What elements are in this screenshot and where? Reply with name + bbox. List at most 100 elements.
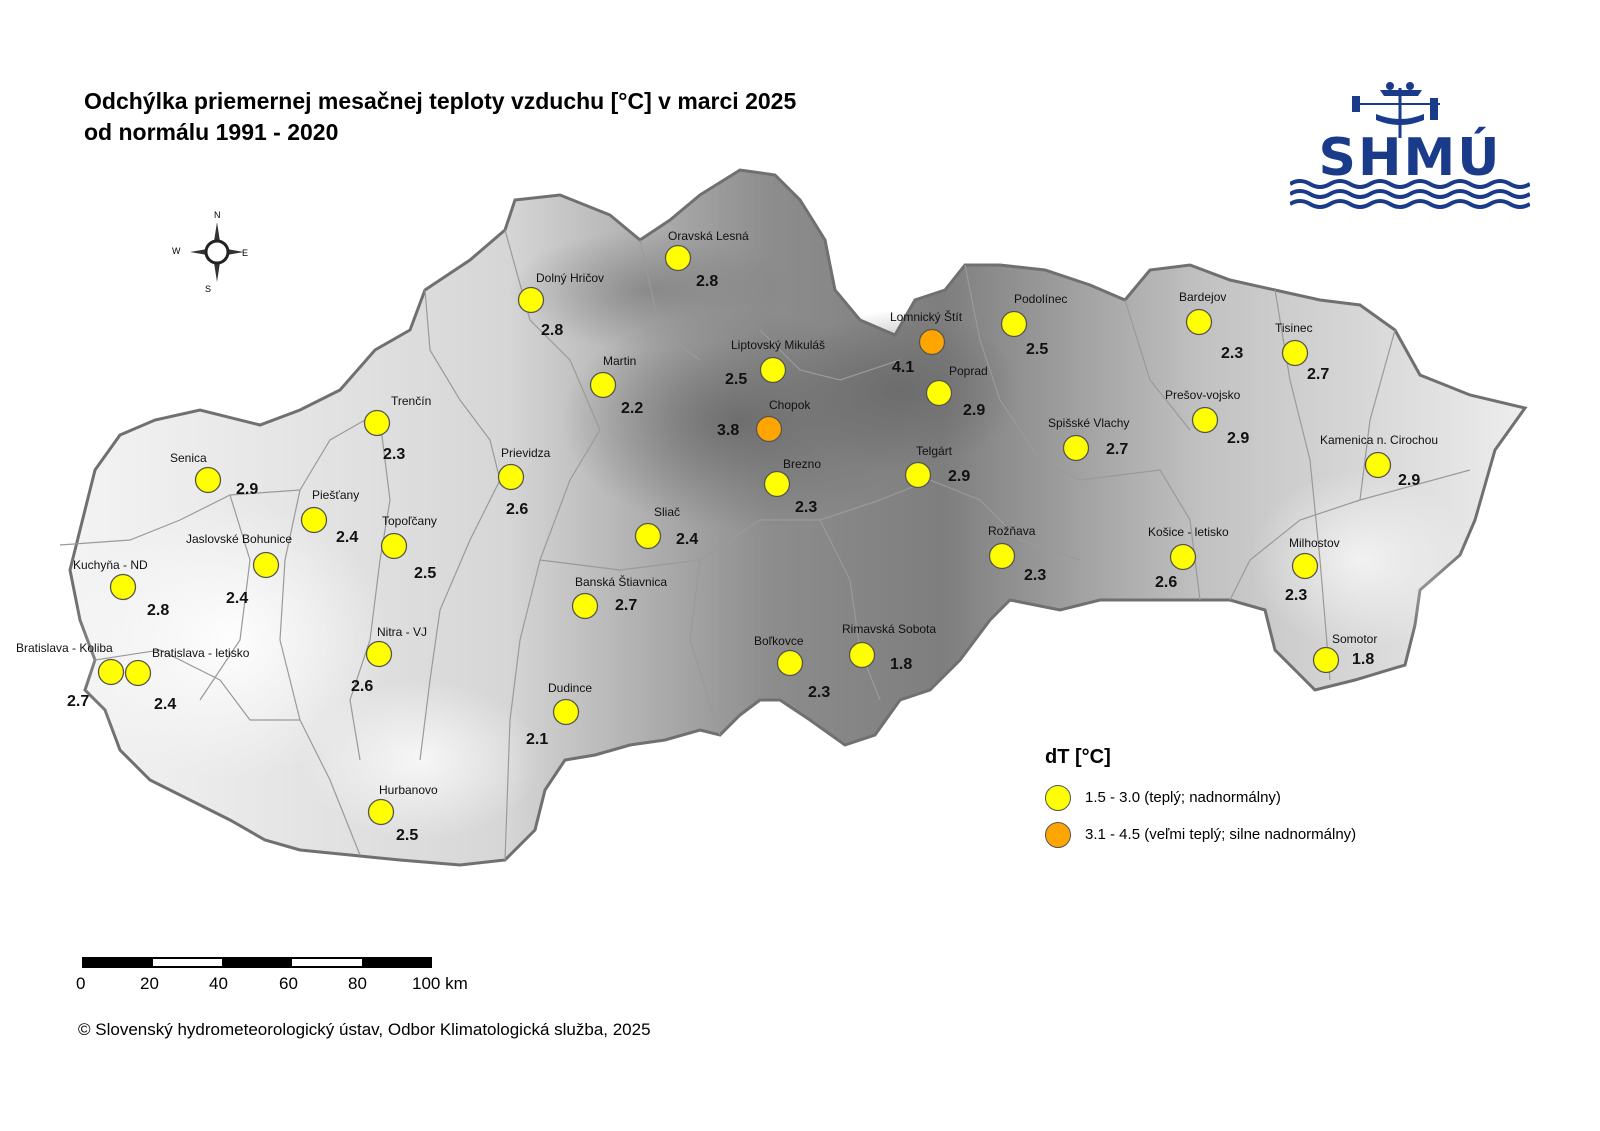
station-marker	[552, 698, 580, 726]
station-name: Tisinec	[1275, 321, 1313, 335]
legend-item: 1.5 - 3.0 (teplý; nadnormálny)	[1045, 779, 1356, 816]
station-value: 2.4	[336, 529, 358, 546]
station: Poprad 2.9	[925, 364, 988, 419]
station-marker	[124, 659, 152, 687]
station-marker	[194, 466, 222, 494]
station: Somotor 1.8	[1312, 632, 1377, 674]
station: Kamenica n. Cirochou 2.9	[1320, 433, 1438, 489]
station-value: 2.8	[147, 602, 169, 619]
station-marker	[497, 463, 525, 491]
station-name: Spišské Vlachy	[1048, 416, 1129, 430]
station-value: 2.3	[1024, 567, 1046, 584]
station-value: 2.7	[615, 597, 637, 614]
station-marker	[759, 356, 787, 384]
station-name: Rimavská Sobota	[842, 622, 936, 636]
station-name: Prešov-vojsko	[1165, 388, 1241, 402]
station-marker	[1364, 451, 1392, 479]
station-name: Piešťany	[312, 488, 359, 502]
station-marker	[755, 415, 783, 443]
legend-swatch-warm	[1045, 784, 1071, 811]
slovakia-country-shape	[68, 168, 1528, 867]
station-name: Dolný Hričov	[536, 271, 604, 285]
station-marker	[1281, 339, 1309, 367]
station-marker	[918, 328, 946, 356]
map-title: Odchýlka priemernej mesačnej teploty vzd…	[84, 86, 796, 148]
station: Jaslovské Bohunice 2.4	[186, 532, 292, 607]
station-name: Kuchyňa - ND	[73, 558, 148, 572]
station-marker	[1000, 310, 1028, 338]
logo-text: SHMÚ	[1319, 126, 1502, 188]
station-marker	[109, 573, 137, 601]
station-value: 2.6	[506, 501, 528, 518]
legend-label: 3.1 - 4.5 (veľmi teplý; silne nadnormáln…	[1085, 826, 1357, 843]
station: Oravská Lesná 2.8	[664, 229, 749, 290]
station-marker	[1062, 434, 1090, 462]
station: Liptovský Mikuláš 2.5	[725, 338, 825, 388]
station-marker	[365, 640, 393, 668]
station-value: 1.8	[1352, 651, 1374, 668]
station-name: Brezno	[783, 457, 821, 471]
station-value: 3.8	[717, 422, 739, 439]
station-marker	[1312, 646, 1340, 674]
station-marker	[363, 409, 391, 437]
station-name: Lomnický Štít	[890, 309, 963, 324]
station-value: 2.5	[396, 827, 418, 844]
station-marker	[589, 371, 617, 399]
station-value: 2.7	[67, 693, 89, 710]
station-name: Oravská Lesná	[668, 229, 749, 243]
station-value: 2.6	[1155, 574, 1177, 591]
scale-tick-label: 40	[209, 974, 228, 993]
scale-tick-label: 60	[279, 974, 298, 993]
station-marker	[380, 532, 408, 560]
stations-layer: Oravská Lesná 2.8 Dolný Hričov 2.8 Martin 2.2…	[16, 229, 1438, 844]
station-value: 2.8	[696, 273, 718, 290]
station: Bratislava - letisko 2.4	[124, 646, 250, 713]
station: Prešov-vojsko 2.9	[1165, 388, 1249, 447]
station-name: Somotor	[1332, 632, 1377, 646]
station-marker	[848, 641, 876, 669]
station-marker	[664, 244, 692, 272]
station-name: Bratislava - Koliba	[16, 641, 113, 655]
station-name: Senica	[170, 451, 207, 465]
station: Sliač 2.4	[634, 505, 698, 550]
station-value: 2.9	[1398, 472, 1420, 489]
station: Topoľčany 2.5	[380, 514, 437, 582]
scale-tick-label: 100 km	[412, 974, 468, 993]
station: Prievidza 2.6	[497, 446, 551, 518]
station-name: Chopok	[769, 398, 811, 412]
station-name: Bratislava - letisko	[152, 646, 250, 660]
station: Dolný Hričov 2.8	[517, 271, 604, 339]
station-value: 1.8	[890, 656, 912, 673]
station: Rožňava 2.3	[988, 524, 1046, 584]
station-name: Rožňava	[988, 524, 1036, 538]
station: Spišské Vlachy 2.7	[1048, 416, 1129, 462]
station-name: Sliač	[654, 505, 680, 519]
compass-north-label: N	[214, 210, 221, 220]
station-value: 2.3	[795, 499, 817, 516]
station-marker	[763, 470, 791, 498]
station-marker	[925, 379, 953, 407]
station: Banská Štiavnica 2.7	[571, 574, 667, 620]
station-name: Jaslovské Bohunice	[186, 532, 292, 546]
station: Kuchyňa - ND 2.8	[73, 558, 169, 619]
station: Podolínec 2.5	[1000, 292, 1067, 358]
station-value: 2.3	[808, 684, 830, 701]
station-value: 2.5	[1026, 341, 1048, 358]
station-value: 2.7	[1106, 441, 1128, 458]
station-value: 2.4	[676, 531, 698, 548]
compass-west-label: W	[172, 246, 181, 256]
station-name: Bardejov	[1179, 290, 1226, 304]
station: Nitra - VJ 2.6	[351, 625, 427, 695]
station-name: Banská Štiavnica	[575, 574, 667, 589]
station-name: Milhostov	[1289, 536, 1340, 550]
station-value: 2.2	[621, 400, 643, 417]
station: Dudince 2.1	[526, 681, 592, 748]
station-value: 2.5	[725, 371, 747, 388]
shmu-logo: SHMÚ	[1290, 82, 1530, 209]
station-value: 2.9	[236, 481, 258, 498]
legend-title: dT [°C]	[1045, 746, 1111, 768]
station-value: 2.9	[948, 468, 970, 485]
station-value: 2.9	[963, 402, 985, 419]
station: Telgárt 2.9	[904, 444, 970, 489]
